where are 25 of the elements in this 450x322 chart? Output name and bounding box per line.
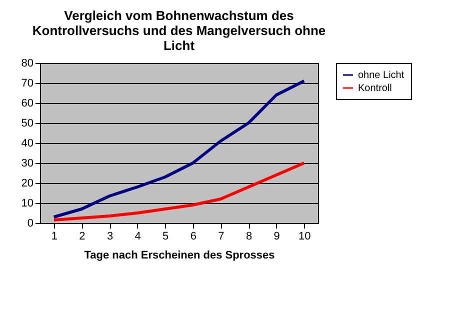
y-tick-label: 30 xyxy=(21,158,34,170)
x-tick-label: 8 xyxy=(246,230,252,242)
x-tick-label: 3 xyxy=(106,230,114,242)
x-tick-label: 7 xyxy=(218,230,224,242)
chart-title: Vergleich vom Bohnenwachstum des Kontrollversuchs und des Mangelversuch ohne Licht xyxy=(32,8,326,53)
x-tick-label: 2 xyxy=(79,230,86,242)
y-tick-label: 40 xyxy=(21,138,34,150)
y-tick-label: 20 xyxy=(21,178,34,190)
x-tick-label: 1 xyxy=(51,230,58,242)
y-tick-label: 10 xyxy=(21,198,34,210)
y-tick-label: 70 xyxy=(21,78,34,90)
x-tick-label: 5 xyxy=(162,230,169,242)
y-tick-label: 60 xyxy=(21,98,34,110)
y-tick-label: 80 xyxy=(21,58,34,70)
y-tick-label: 50 xyxy=(21,118,34,130)
x-axis-title: Tage nach Erscheinen des Sprosses xyxy=(84,250,275,262)
legend-label: ohne Licht xyxy=(358,70,404,81)
x-tick-label: 10 xyxy=(298,230,311,242)
x-tick-label: 9 xyxy=(274,230,280,242)
line-series xyxy=(52,162,306,222)
legend-label: Kontroll xyxy=(358,83,392,94)
y-tick-label: 0 xyxy=(27,218,34,230)
line-series xyxy=(52,80,306,218)
x-tick-label: 4 xyxy=(134,230,141,242)
x-tick-label: 6 xyxy=(190,230,196,242)
